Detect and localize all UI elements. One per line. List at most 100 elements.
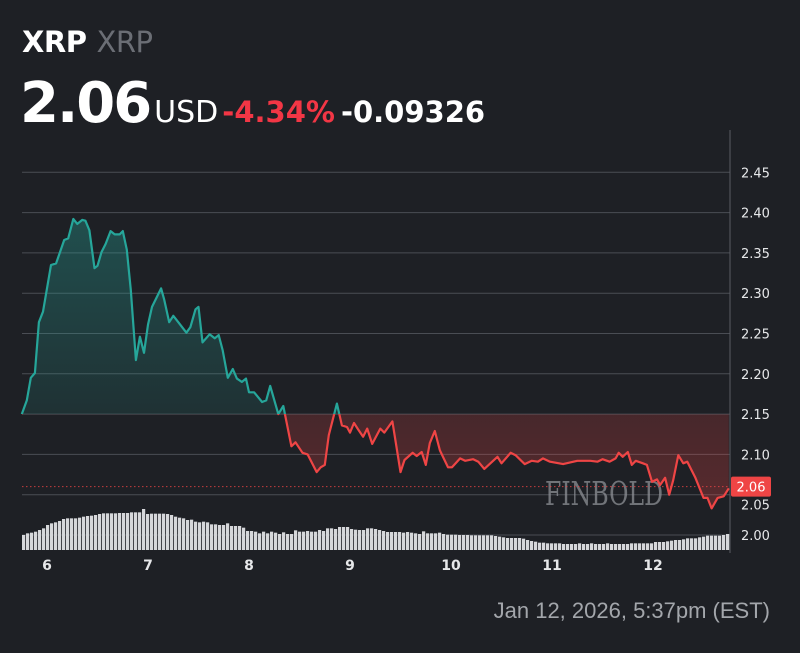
volume-bar <box>410 532 414 550</box>
volume-bar <box>250 531 254 550</box>
volume-bar <box>238 526 242 550</box>
volume-bar <box>590 543 594 550</box>
volume-bar <box>442 534 446 550</box>
volume-bar <box>158 513 162 550</box>
volume-bar <box>662 542 666 550</box>
finbold-watermark: FINBOLD <box>545 474 663 513</box>
volume-bar <box>582 544 586 550</box>
volume-bar <box>686 538 690 550</box>
volume-bar <box>606 543 610 550</box>
volume-bar <box>682 539 686 550</box>
currency: USD <box>154 95 219 130</box>
volume-bar <box>102 513 106 550</box>
volume-bar <box>222 525 226 550</box>
volume-bar <box>302 531 306 550</box>
volume-bar <box>618 544 622 550</box>
volume-bar <box>198 522 202 550</box>
volume-bar <box>206 522 210 550</box>
volume-bar <box>82 516 86 550</box>
volume-bar <box>26 533 30 550</box>
y-tick-label: 2.05 <box>741 499 770 514</box>
volume-bar <box>726 534 730 550</box>
volume-bar <box>722 535 726 550</box>
volume-bar <box>390 532 394 550</box>
volume-bar <box>34 531 38 550</box>
volume-bar <box>518 538 522 550</box>
volume-bar <box>358 530 362 550</box>
volume-bar <box>258 533 262 550</box>
timestamp: Jan 12, 2026, 5:37pm (EST) <box>493 598 770 623</box>
volume-bar <box>318 530 322 550</box>
volume-bar <box>530 541 534 550</box>
volume-bar <box>54 522 58 550</box>
volume-bar <box>342 527 346 550</box>
volume-bar <box>474 535 478 550</box>
volume-bar <box>282 532 286 550</box>
volume-bars <box>22 509 730 550</box>
volume-bar <box>70 518 74 550</box>
volume-bar <box>326 528 330 550</box>
volume-bar <box>674 540 678 550</box>
volume-bar <box>38 530 42 550</box>
volume-bar <box>570 544 574 550</box>
price-row: 2.06 USD -4.34% -0.09326 <box>20 72 485 149</box>
volume-bar <box>174 516 178 550</box>
volume-bar <box>458 535 462 550</box>
volume-bar <box>362 530 366 550</box>
volume-bar <box>494 536 498 550</box>
volume-bar <box>370 528 374 550</box>
volume-bar <box>510 538 514 550</box>
volume-bar <box>142 509 146 550</box>
volume-bar <box>402 532 406 550</box>
volume-bar <box>446 534 450 550</box>
volume-bar <box>714 535 718 550</box>
volume-bar <box>578 543 582 550</box>
volume-bar <box>654 542 658 550</box>
volume-bar <box>638 543 642 550</box>
volume-bar <box>182 518 186 550</box>
volume-bar <box>134 512 138 550</box>
volume-bar <box>470 535 474 550</box>
asset-title: XRP XRP <box>22 24 153 60</box>
volume-bar <box>334 529 338 550</box>
volume-bar <box>554 543 558 550</box>
volume-bar <box>514 538 518 550</box>
volume-bar <box>702 536 706 550</box>
volume-bar <box>698 537 702 550</box>
volume-bar <box>126 513 130 550</box>
volume-bar <box>22 535 26 550</box>
y-tick-label: 2.20 <box>741 368 770 383</box>
y-tick-label: 2.40 <box>741 207 770 222</box>
volume-bar <box>622 544 626 550</box>
volume-bar <box>634 543 638 550</box>
volume-bar <box>678 540 682 550</box>
volume-bar <box>462 535 466 550</box>
volume-bar <box>626 544 630 550</box>
asset-symbol: XRP <box>22 25 87 59</box>
volume-bar <box>438 532 442 550</box>
volume-bar <box>394 532 398 550</box>
volume-bar <box>294 530 298 550</box>
volume-bar <box>330 528 334 550</box>
volume-bar <box>534 541 538 550</box>
volume-bar <box>74 518 78 550</box>
volume-bar <box>506 538 510 550</box>
x-tick-label: 7 <box>143 558 153 574</box>
volume-bar <box>322 531 326 550</box>
volume-bar <box>230 526 234 550</box>
volume-bar <box>278 534 282 550</box>
volume-bar <box>566 544 570 550</box>
volume-bar <box>226 523 230 550</box>
price-line <box>20 217 730 510</box>
volume-bar <box>562 544 566 550</box>
volume-bar <box>374 529 378 550</box>
volume-bar <box>338 527 342 550</box>
volume-bar <box>62 519 66 550</box>
volume-bar <box>546 543 550 550</box>
volume-bar <box>274 532 278 550</box>
volume-bar <box>194 521 198 550</box>
x-axis-ticks: 6 7 8 9 10 11 12 <box>42 558 663 574</box>
volume-bar <box>218 525 222 550</box>
volume-bar <box>298 531 302 550</box>
